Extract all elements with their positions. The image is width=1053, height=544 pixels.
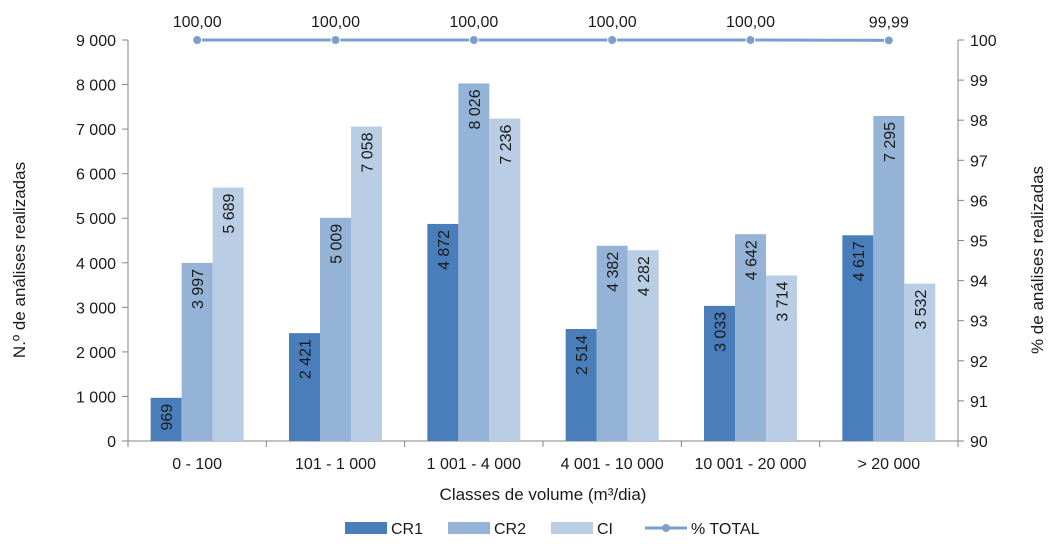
y-tick-label: 1 000 xyxy=(76,389,116,406)
bar-cr1 xyxy=(704,305,735,441)
y2-tick-label: 100 xyxy=(970,33,997,50)
legend-label: CR1 xyxy=(391,521,423,538)
bar-data-label: 3 714 xyxy=(775,281,792,321)
y-tick-label: 0 xyxy=(107,434,116,451)
y2-tick-label: 96 xyxy=(970,193,988,210)
bar-data-label: 3 532 xyxy=(913,290,930,330)
y-tick-label: 9 000 xyxy=(76,33,116,50)
bar-cr1 xyxy=(289,333,320,441)
bar-data-label: 7 058 xyxy=(360,132,377,172)
percent-data-label: 100,00 xyxy=(311,14,360,31)
bar-ci xyxy=(351,126,382,441)
x-tick-label: 10 001 - 20 000 xyxy=(694,456,806,473)
percent-line-point xyxy=(330,35,341,45)
legend-label: CI xyxy=(597,521,613,538)
bar-cr1 xyxy=(150,397,182,441)
y2-tick-label: 98 xyxy=(970,113,988,130)
bar-cr2 xyxy=(735,234,766,441)
legend-label: CR2 xyxy=(494,521,526,538)
x-axis-title: Classes de volume (m³/dia) xyxy=(440,485,647,504)
y-tick-label: 2 000 xyxy=(76,345,116,362)
y-tick-label: 5 000 xyxy=(76,211,116,228)
bar-ci xyxy=(489,118,521,441)
bar-cr2 xyxy=(873,115,905,441)
x-tick-label: 101 - 1 000 xyxy=(295,456,376,473)
percent-line-point xyxy=(468,35,479,45)
y2-tick-label: 99 xyxy=(970,73,988,90)
legend-swatch-cr1 xyxy=(345,522,387,534)
bar-cr2 xyxy=(458,83,490,442)
legend-swatch-ci xyxy=(551,522,593,534)
y-tick-label: 7 000 xyxy=(76,122,116,139)
percent-data-label: 100,00 xyxy=(173,14,222,31)
bar-data-label: 8 026 xyxy=(467,89,484,129)
percent-data-label: 100,00 xyxy=(588,14,637,31)
x-tick-label: 0 - 100 xyxy=(172,456,222,473)
y-tick-label: 8 000 xyxy=(76,78,116,95)
bar-data-label: 3 997 xyxy=(190,269,207,309)
bar-data-label: 969 xyxy=(159,404,176,431)
y-tick-label: 6 000 xyxy=(76,167,116,184)
x-tick-label: > 20 000 xyxy=(857,456,920,473)
legend: CR1 CR2 CI % TOTAL xyxy=(345,521,760,538)
y2-tick-label: 91 xyxy=(970,394,988,411)
percent-line: 100,00 100,00 100,00 100,00 100,00 99,99 xyxy=(173,14,909,46)
y2-tick-label: 94 xyxy=(970,274,988,291)
x-tick-label: 1 001 - 4 000 xyxy=(427,456,521,473)
bar-cr1 xyxy=(842,235,874,441)
bar-data-label: 4 382 xyxy=(605,252,622,292)
bar-data-label: 2 514 xyxy=(574,335,591,375)
bar-data-label: 7 295 xyxy=(882,122,899,162)
percent-line-point xyxy=(607,35,618,45)
bar-data-label: 4 872 xyxy=(436,230,453,270)
axes: 0 1 000 2 000 3 000 4 000 5 000 6 000 7 000 8 00… xyxy=(76,33,997,473)
y2-axis-title: % de análises realizadas xyxy=(1028,166,1047,354)
legend-line-marker xyxy=(662,524,670,532)
y-tick-label: 3 000 xyxy=(76,300,116,317)
percent-line-point xyxy=(883,35,894,46)
bar-data-label: 4 617 xyxy=(851,241,868,281)
y2-tick-label: 95 xyxy=(970,234,988,251)
legend-label: % TOTAL xyxy=(691,521,760,538)
bar-data-label: 5 689 xyxy=(221,193,238,233)
bar-cr2 xyxy=(181,262,213,441)
bar-data-label: 5 009 xyxy=(329,224,346,264)
bars: 969 3 997 5 689 2 421 5 009 7 058 4 872 8 026 7 … xyxy=(150,83,936,442)
percent-data-label: 100,00 xyxy=(449,14,498,31)
y-tick-label: 4 000 xyxy=(76,256,116,273)
legend-swatch-cr2 xyxy=(448,522,490,534)
bar-ci xyxy=(766,275,797,441)
bar-cr1 xyxy=(565,328,597,441)
percent-line-point xyxy=(745,35,756,45)
percent-data-label: 100,00 xyxy=(726,14,775,31)
bar-ci xyxy=(212,187,244,441)
y2-tick-label: 97 xyxy=(970,153,988,170)
bar-data-label: 2 421 xyxy=(298,339,315,379)
bar-ci xyxy=(904,283,936,441)
y-axis-title: N.º de análises realizadas xyxy=(10,162,29,358)
y2-tick-label: 92 xyxy=(970,354,988,371)
bar-cr2 xyxy=(596,245,628,441)
x-tick-label: 4 001 - 10 000 xyxy=(561,456,664,473)
y2-tick-label: 93 xyxy=(970,314,988,331)
bar-cr1 xyxy=(427,223,459,441)
bar-cr2 xyxy=(320,217,351,441)
bar-data-label: 3 033 xyxy=(713,312,730,352)
percent-line-point xyxy=(192,35,203,45)
bar-data-label: 4 282 xyxy=(636,256,653,296)
percent-data-label: 99,99 xyxy=(869,14,909,31)
y2-tick-label: 90 xyxy=(970,434,988,451)
bar-ci xyxy=(627,250,659,441)
bar-data-label: 4 642 xyxy=(744,240,761,280)
bar-data-label: 7 236 xyxy=(498,125,515,165)
